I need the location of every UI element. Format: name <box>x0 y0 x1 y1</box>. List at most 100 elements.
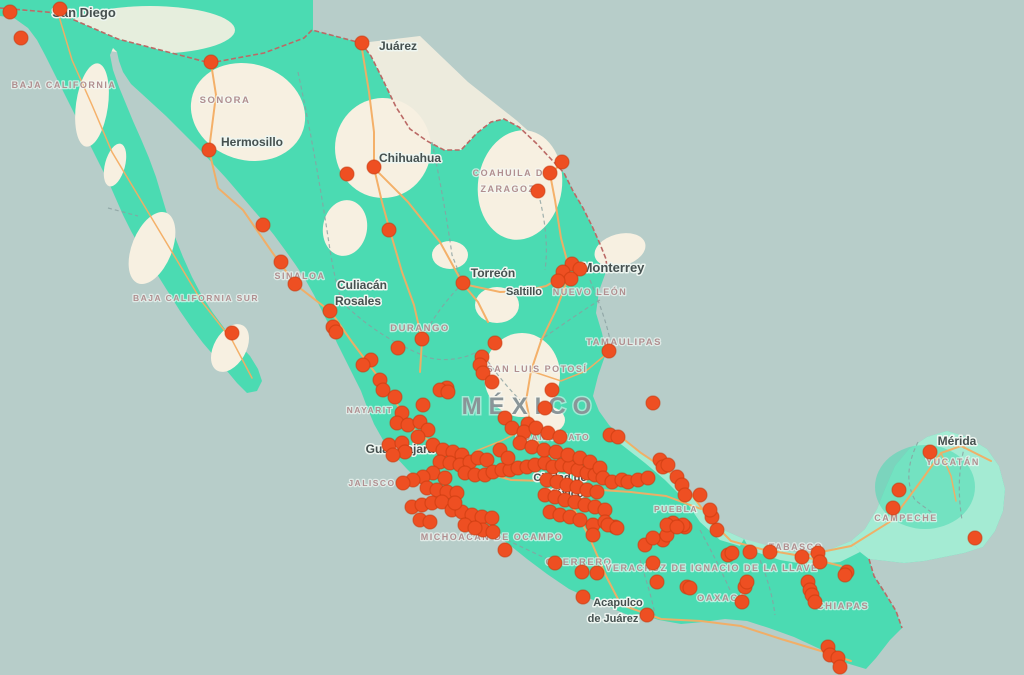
map-marker[interactable] <box>709 522 725 538</box>
map-marker[interactable] <box>739 574 755 590</box>
map-marker[interactable] <box>574 564 590 580</box>
map-marker[interactable] <box>500 450 516 466</box>
map-marker[interactable] <box>479 452 495 468</box>
map-marker[interactable] <box>762 544 778 560</box>
map-marker[interactable] <box>544 382 560 398</box>
map-marker[interactable] <box>415 397 431 413</box>
map-marker[interactable] <box>554 154 570 170</box>
map-marker[interactable] <box>255 217 271 233</box>
map-marker[interactable] <box>645 555 661 571</box>
map-marker[interactable] <box>455 275 471 291</box>
map-marker[interactable] <box>575 589 591 605</box>
map-marker[interactable] <box>645 395 661 411</box>
map-marker[interactable] <box>273 254 289 270</box>
map-marker[interactable] <box>437 470 453 486</box>
map-marker[interactable] <box>375 382 391 398</box>
city-label: Juárez <box>379 39 417 53</box>
map-marker[interactable] <box>381 222 397 238</box>
map-marker[interactable] <box>807 594 823 610</box>
map-marker[interactable] <box>589 484 605 500</box>
map-marker[interactable] <box>287 276 303 292</box>
map-marker[interactable] <box>885 500 901 516</box>
international-borders <box>0 7 903 629</box>
map-marker[interactable] <box>322 303 338 319</box>
map-marker[interactable] <box>366 159 382 175</box>
map-marker[interactable] <box>572 261 588 277</box>
map-marker[interactable] <box>467 520 483 536</box>
map-marker[interactable] <box>484 374 500 390</box>
map-marker[interactable] <box>542 165 558 181</box>
state-label: SAN LUIS POTOSÍ <box>487 364 588 374</box>
map-marker[interactable] <box>414 331 430 347</box>
map-marker[interactable] <box>2 4 18 20</box>
map-marker[interactable] <box>677 487 693 503</box>
map-marker[interactable] <box>475 365 491 381</box>
map-marker[interactable] <box>724 545 740 561</box>
map-marker[interactable] <box>395 475 411 491</box>
map-marker[interactable] <box>610 429 626 445</box>
map-marker[interactable] <box>52 1 68 17</box>
map-marker[interactable] <box>832 659 848 675</box>
map-marker[interactable] <box>891 482 907 498</box>
state-label: TAMAULIPAS <box>586 337 662 348</box>
map-marker[interactable] <box>794 549 810 565</box>
state-label: NUEVO LEÓN <box>553 286 628 297</box>
map-marker[interactable] <box>440 384 456 400</box>
map-marker[interactable] <box>812 554 828 570</box>
map-marker[interactable] <box>339 166 355 182</box>
map-marker[interactable] <box>484 510 500 526</box>
map-markers[interactable] <box>2 1 983 675</box>
map-marker[interactable] <box>485 524 501 540</box>
map-marker[interactable] <box>639 607 655 623</box>
map-marker[interactable] <box>640 470 656 486</box>
map-marker[interactable] <box>390 340 406 356</box>
map-marker[interactable] <box>585 527 601 543</box>
map-marker[interactable] <box>734 594 750 610</box>
map-marker[interactable] <box>354 35 370 51</box>
map-marker[interactable] <box>922 444 938 460</box>
map-marker[interactable] <box>447 495 463 511</box>
map-marker[interactable] <box>660 457 676 473</box>
map-marker[interactable] <box>669 519 685 535</box>
map-marker[interactable] <box>201 142 217 158</box>
country-label: MÉXICO <box>462 392 599 420</box>
city-label: Hermosillo <box>221 135 283 149</box>
map-marker[interactable] <box>328 324 344 340</box>
state-label: CHIAPAS <box>817 601 870 612</box>
city-label: Torreón <box>471 266 515 280</box>
map-marker[interactable] <box>552 429 568 445</box>
map-marker[interactable] <box>487 335 503 351</box>
state-label: CAMPECHE <box>874 513 938 523</box>
map-marker[interactable] <box>387 389 403 405</box>
map-marker[interactable] <box>967 530 983 546</box>
map-marker[interactable] <box>649 574 665 590</box>
map-marker[interactable] <box>645 530 661 546</box>
map-marker[interactable] <box>537 400 553 416</box>
map-marker[interactable] <box>203 54 219 70</box>
map-marker[interactable] <box>355 357 371 373</box>
state-label: DURANGO <box>390 323 450 334</box>
map-marker[interactable] <box>682 580 698 596</box>
map-marker[interactable] <box>589 565 605 581</box>
map-marker[interactable] <box>609 520 625 536</box>
state-label: VERACRUZ DE IGNACIO DE LA LLAVE <box>605 563 818 573</box>
map-marker[interactable] <box>13 30 29 46</box>
map-marker[interactable] <box>385 447 401 463</box>
map-marker[interactable] <box>601 343 617 359</box>
city-label: Saltillo <box>506 286 542 298</box>
map-marker[interactable] <box>422 514 438 530</box>
map-marker[interactable] <box>702 502 718 518</box>
map-marker[interactable] <box>497 542 513 558</box>
map-marker[interactable] <box>572 512 588 528</box>
map-marker[interactable] <box>530 183 546 199</box>
map-marker[interactable] <box>550 273 566 289</box>
map-marker[interactable] <box>410 429 426 445</box>
map-marker[interactable] <box>692 487 708 503</box>
map-marker[interactable] <box>742 544 758 560</box>
map-marker[interactable] <box>224 325 240 341</box>
map-marker[interactable] <box>563 271 579 287</box>
map-marker[interactable] <box>547 555 563 571</box>
map-marker[interactable] <box>837 567 853 583</box>
